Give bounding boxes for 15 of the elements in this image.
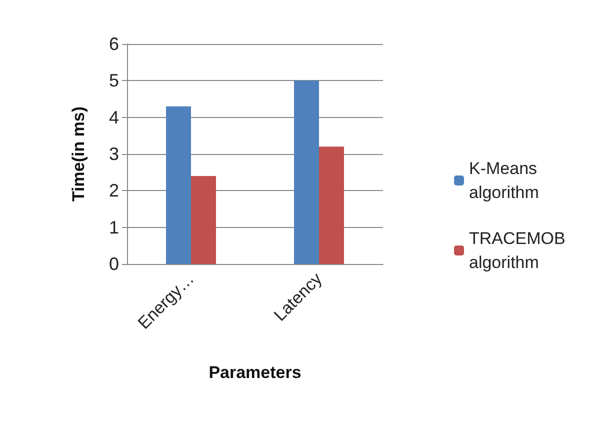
y-tick-label: 3 <box>108 144 119 164</box>
y-axis-title: Time(in ms) <box>69 106 88 202</box>
bar <box>191 176 216 264</box>
y-tick-label: 1 <box>108 217 119 238</box>
y-tick-label: 0 <box>108 254 119 274</box>
bar <box>319 146 344 264</box>
bar <box>294 80 319 264</box>
legend-label: TRACEMOB algorithm <box>469 229 570 272</box>
legend-label: K-Means algorithm <box>469 159 542 202</box>
bar <box>166 106 191 264</box>
y-tick-label: 5 <box>108 70 119 91</box>
y-tick-label: 4 <box>108 107 119 128</box>
y-tick-label: 6 <box>108 34 119 54</box>
y-tick-label: 2 <box>108 180 119 201</box>
x-axis-title: Parameters <box>208 363 302 382</box>
